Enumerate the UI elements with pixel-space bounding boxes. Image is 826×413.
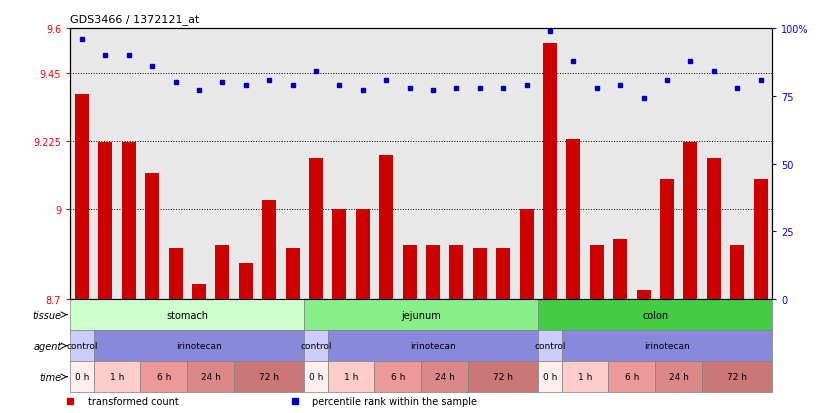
Bar <box>328 330 539 361</box>
Bar <box>449 245 463 299</box>
Bar <box>98 143 112 299</box>
Bar <box>683 143 697 299</box>
Bar <box>539 299 772 330</box>
Bar <box>567 140 581 299</box>
Bar <box>356 209 370 299</box>
Text: 1 h: 1 h <box>344 373 358 381</box>
Bar <box>562 330 772 361</box>
Text: colon: colon <box>643 310 668 320</box>
Bar <box>707 158 721 299</box>
Text: 0 h: 0 h <box>543 373 558 381</box>
Text: 72 h: 72 h <box>493 373 513 381</box>
Bar <box>730 245 744 299</box>
Text: control: control <box>66 342 97 350</box>
Bar <box>613 239 627 299</box>
Text: time: time <box>40 372 62 382</box>
Bar <box>262 200 276 299</box>
Text: 24 h: 24 h <box>201 373 221 381</box>
Bar <box>496 248 510 299</box>
Bar <box>637 290 651 299</box>
Text: irinotecan: irinotecan <box>410 342 456 350</box>
Bar <box>192 285 206 299</box>
Bar <box>216 245 230 299</box>
Bar <box>520 209 534 299</box>
Bar <box>286 248 300 299</box>
Bar <box>328 361 374 392</box>
Text: transformed count: transformed count <box>88 396 178 406</box>
Bar <box>75 95 89 299</box>
Bar <box>145 173 159 299</box>
Text: stomach: stomach <box>166 310 208 320</box>
Bar <box>140 361 188 392</box>
Bar <box>304 299 539 330</box>
Bar <box>426 245 440 299</box>
Bar <box>169 248 183 299</box>
Text: 24 h: 24 h <box>669 373 689 381</box>
Bar <box>188 361 234 392</box>
Bar <box>539 361 562 392</box>
Bar <box>753 179 767 299</box>
Text: GDS3466 / 1372121_at: GDS3466 / 1372121_at <box>70 14 200 25</box>
Bar <box>660 179 674 299</box>
Text: 6 h: 6 h <box>624 373 639 381</box>
Text: jejunum: jejunum <box>401 310 441 320</box>
Bar <box>93 361 140 392</box>
Text: agent: agent <box>34 341 62 351</box>
Bar <box>590 245 604 299</box>
Text: irinotecan: irinotecan <box>644 342 690 350</box>
Text: 6 h: 6 h <box>391 373 405 381</box>
Bar <box>374 361 421 392</box>
Text: 0 h: 0 h <box>309 373 323 381</box>
Bar <box>234 361 304 392</box>
Bar <box>472 248 487 299</box>
Bar <box>655 361 702 392</box>
Text: percentile rank within the sample: percentile rank within the sample <box>312 396 477 406</box>
Bar <box>121 143 135 299</box>
Bar <box>93 330 304 361</box>
Bar <box>402 245 416 299</box>
Bar <box>70 330 93 361</box>
Text: 0 h: 0 h <box>74 373 89 381</box>
Bar <box>562 361 609 392</box>
Text: 24 h: 24 h <box>434 373 454 381</box>
Text: 72 h: 72 h <box>259 373 279 381</box>
Bar <box>543 44 557 299</box>
Text: irinotecan: irinotecan <box>176 342 222 350</box>
Bar <box>304 361 328 392</box>
Text: 1 h: 1 h <box>110 373 124 381</box>
Bar <box>468 361 539 392</box>
Text: 72 h: 72 h <box>727 373 748 381</box>
Bar <box>421 361 468 392</box>
Text: 6 h: 6 h <box>157 373 171 381</box>
Bar <box>702 361 772 392</box>
Bar <box>70 299 304 330</box>
Bar <box>539 330 562 361</box>
Bar <box>609 361 655 392</box>
Bar <box>379 155 393 299</box>
Text: 1 h: 1 h <box>578 373 592 381</box>
Text: control: control <box>534 342 566 350</box>
Bar <box>309 158 323 299</box>
Bar <box>304 330 328 361</box>
Bar <box>70 361 93 392</box>
Text: tissue: tissue <box>33 310 62 320</box>
Text: control: control <box>300 342 332 350</box>
Bar <box>239 263 253 299</box>
Bar <box>332 209 346 299</box>
